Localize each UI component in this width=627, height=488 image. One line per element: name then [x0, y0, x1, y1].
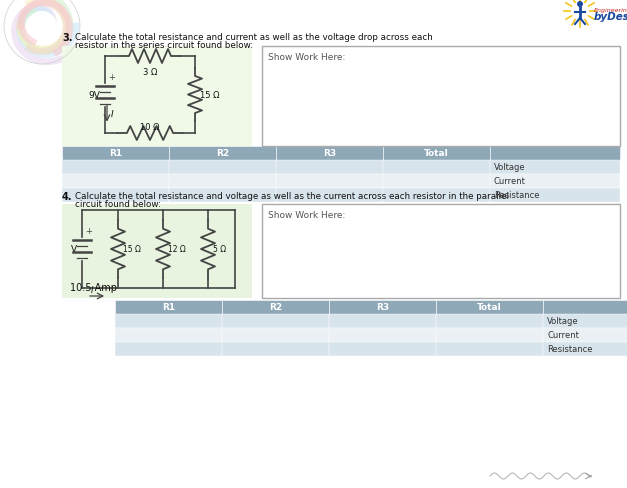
- Bar: [276, 189, 383, 203]
- Text: +: +: [85, 226, 92, 236]
- Bar: [115, 301, 222, 314]
- Text: +: +: [108, 73, 115, 82]
- Bar: [543, 328, 627, 342]
- Bar: [436, 342, 543, 356]
- Text: Resistance: Resistance: [494, 191, 539, 200]
- Bar: [383, 161, 490, 175]
- Text: Calculate the total resistance and current as well as the voltage drop across ea: Calculate the total resistance and curre…: [75, 33, 433, 42]
- Bar: [115, 314, 222, 328]
- Bar: [436, 301, 543, 314]
- Text: Show Work Here:: Show Work Here:: [268, 53, 345, 62]
- Text: I: I: [111, 110, 113, 119]
- Text: Current: Current: [547, 331, 579, 340]
- Bar: [383, 147, 490, 161]
- Bar: [383, 189, 490, 203]
- Text: R2: R2: [216, 149, 229, 158]
- Bar: [543, 301, 627, 314]
- Bar: [62, 189, 169, 203]
- Bar: [222, 328, 329, 342]
- Text: 15 Ω: 15 Ω: [123, 245, 141, 254]
- Bar: [329, 328, 436, 342]
- Text: Voltage: Voltage: [547, 317, 579, 326]
- Text: 10.5 Amp: 10.5 Amp: [70, 283, 117, 292]
- Text: Resistance: Resistance: [547, 345, 593, 354]
- Bar: [383, 175, 490, 189]
- Circle shape: [577, 2, 583, 8]
- Bar: [543, 342, 627, 356]
- Bar: [543, 314, 627, 328]
- Text: 5 Ω: 5 Ω: [213, 245, 226, 254]
- Text: Engineering: Engineering: [594, 8, 627, 14]
- Text: Current: Current: [494, 177, 526, 186]
- Bar: [490, 189, 620, 203]
- Text: R1: R1: [162, 303, 175, 312]
- Text: R3: R3: [323, 149, 336, 158]
- Bar: [329, 301, 436, 314]
- Bar: [62, 204, 252, 298]
- Text: Show Work Here:: Show Work Here:: [268, 210, 345, 220]
- Bar: [490, 161, 620, 175]
- Bar: [169, 189, 276, 203]
- Text: 12 Ω: 12 Ω: [168, 245, 186, 254]
- Text: 15 Ω: 15 Ω: [200, 91, 219, 100]
- Text: 10 Ω: 10 Ω: [140, 123, 160, 132]
- Bar: [222, 314, 329, 328]
- Bar: [262, 47, 620, 147]
- Text: R2: R2: [269, 303, 282, 312]
- Bar: [276, 175, 383, 189]
- Text: ™: ™: [623, 17, 627, 21]
- Bar: [222, 342, 329, 356]
- Bar: [169, 175, 276, 189]
- Bar: [169, 161, 276, 175]
- Text: 9V: 9V: [88, 91, 100, 100]
- Bar: [222, 301, 329, 314]
- Bar: [115, 328, 222, 342]
- Bar: [262, 204, 620, 298]
- Text: V: V: [71, 245, 77, 254]
- Bar: [490, 147, 620, 161]
- Text: byDesign: byDesign: [594, 12, 627, 22]
- Bar: [436, 314, 543, 328]
- Bar: [490, 175, 620, 189]
- Text: 3 Ω: 3 Ω: [143, 68, 157, 77]
- Bar: [115, 342, 222, 356]
- Bar: [62, 175, 169, 189]
- Bar: [169, 147, 276, 161]
- Bar: [276, 161, 383, 175]
- Text: resistor in the series circuit found below:: resistor in the series circuit found bel…: [75, 41, 253, 50]
- Bar: [62, 161, 169, 175]
- Bar: [276, 147, 383, 161]
- Text: Voltage: Voltage: [494, 163, 525, 172]
- Text: 4.: 4.: [62, 192, 73, 202]
- Text: Total: Total: [477, 303, 502, 312]
- Text: R3: R3: [376, 303, 389, 312]
- Text: circuit found below:: circuit found below:: [75, 200, 161, 208]
- Text: I: I: [91, 285, 93, 294]
- Bar: [62, 147, 169, 161]
- Bar: [329, 342, 436, 356]
- Text: Total: Total: [424, 149, 449, 158]
- Text: Calculate the total resistance and voltage as well as the current across each re: Calculate the total resistance and volta…: [75, 192, 509, 201]
- Bar: [329, 314, 436, 328]
- Text: 3.: 3.: [62, 33, 73, 43]
- Bar: [62, 47, 252, 147]
- Circle shape: [27, 12, 57, 42]
- Bar: [436, 328, 543, 342]
- Text: R1: R1: [109, 149, 122, 158]
